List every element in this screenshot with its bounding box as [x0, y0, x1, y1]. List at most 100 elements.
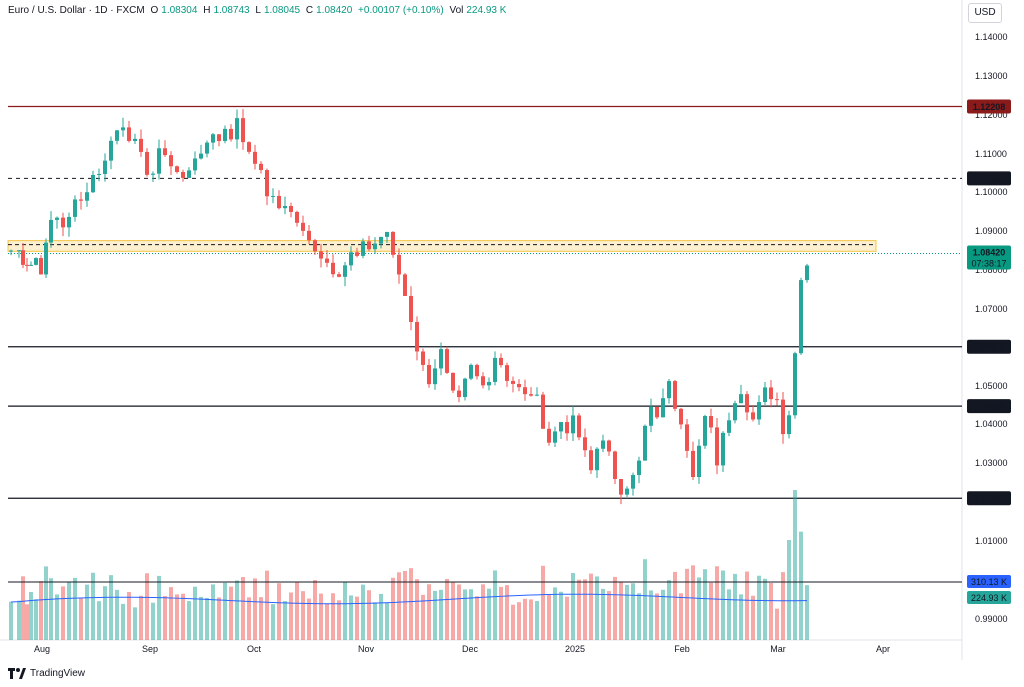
candle-body	[529, 394, 533, 396]
volume-bar	[103, 586, 107, 640]
level-lines[interactable]	[8, 105, 962, 499]
symbol-title[interactable]: Euro / U.S. Dollar · 1D · FXCM	[8, 5, 145, 16]
candle-body	[265, 170, 269, 197]
volume-bar	[721, 570, 725, 640]
candle-body	[601, 440, 605, 449]
volume-bar	[649, 590, 653, 640]
volume-bar	[637, 593, 641, 640]
high-value: 1.08743	[213, 5, 250, 16]
time-tick-label: Mar	[770, 644, 786, 654]
tradingview-brand[interactable]: TradingView	[8, 668, 85, 679]
brand-name: TradingView	[30, 668, 86, 679]
currency-button[interactable]: USD	[968, 3, 1002, 23]
candle-body	[181, 172, 185, 178]
candle-body	[91, 174, 95, 193]
candle-body	[415, 321, 419, 352]
price-axis[interactable]: 1.14000 1.13000 1.12000 1.11000 1.10000 1.090…	[975, 32, 1008, 624]
candle-body	[769, 387, 773, 400]
candle-body	[325, 258, 329, 263]
candle-body	[337, 274, 341, 277]
volume-bar	[295, 582, 299, 640]
volume-bar	[583, 579, 587, 640]
time-tick-label: Dec	[462, 644, 479, 654]
candle-body	[787, 415, 791, 435]
candle-body	[133, 138, 137, 141]
candle-body	[739, 394, 743, 404]
price-tick-label: 1.07000	[975, 304, 1008, 314]
candle-body	[493, 357, 497, 382]
volume-bar	[319, 593, 323, 640]
candle-body	[367, 241, 371, 250]
volume-bar	[685, 568, 689, 640]
candle-body	[223, 128, 227, 142]
volume-bar	[313, 580, 317, 640]
highlight-zone[interactable]	[7, 240, 877, 252]
volume-bar	[433, 590, 437, 640]
volume-bar	[301, 591, 305, 640]
volume-bar	[223, 582, 227, 640]
volume-bar	[79, 597, 83, 640]
candle-body	[9, 250, 13, 252]
level-badge-text: 1.04486	[973, 402, 1006, 412]
level-badge	[967, 99, 1011, 114]
candle-body	[589, 450, 593, 471]
close-label: C	[305, 5, 314, 16]
volume-bar	[367, 590, 371, 640]
candle-body	[637, 460, 641, 475]
volume-bar	[571, 572, 575, 640]
candle-body	[625, 488, 629, 495]
support-zone-rect	[7, 240, 877, 252]
candle-body	[21, 250, 25, 265]
price-tick-label: 1.04000	[975, 419, 1008, 429]
level-badge	[967, 339, 1011, 354]
time-axis[interactable]: Aug Sep Oct Nov Dec 2025 Feb Mar Apr	[34, 644, 890, 654]
volume-bar	[34, 599, 38, 640]
candle-body	[439, 349, 443, 369]
candle-body	[691, 450, 695, 478]
candle-body	[157, 148, 161, 174]
volume-bars	[9, 490, 809, 640]
candle-body	[307, 230, 311, 241]
volume-bar	[379, 593, 383, 640]
price-tick-label: 1.10000	[975, 187, 1008, 197]
candle-body	[409, 295, 413, 322]
candle-body	[607, 440, 611, 452]
volume-bar	[151, 602, 155, 640]
time-tick-label: Sep	[142, 644, 158, 654]
price-tick-label: 1.11000	[975, 149, 1007, 159]
candle-body	[649, 406, 653, 426]
volume-bar	[547, 595, 551, 640]
candle-body	[643, 425, 647, 461]
volume-bar	[691, 565, 695, 640]
volume-bar	[205, 598, 209, 640]
time-tick-label: Nov	[358, 644, 375, 654]
volume-bar	[505, 585, 509, 640]
candle-body	[775, 399, 779, 401]
candle-body	[703, 415, 707, 446]
volume-bar	[39, 581, 43, 640]
volume-bar	[139, 595, 143, 640]
volume-bar	[781, 572, 785, 640]
volume-bar	[793, 490, 797, 640]
volume-bar	[679, 593, 683, 640]
candle-body	[17, 250, 21, 252]
candle-body	[667, 381, 671, 399]
volume-bar	[805, 585, 809, 640]
candle-body	[715, 427, 719, 466]
time-tick-label: Feb	[674, 644, 690, 654]
volume-bar	[727, 589, 731, 640]
price-tick-label: 1.01000	[975, 536, 1008, 546]
countdown-text: 07:38:17	[971, 259, 1006, 269]
candle-body	[499, 357, 503, 366]
level-badge-text: 1.12208	[973, 102, 1006, 112]
volume-bar	[523, 598, 527, 640]
candle-body	[379, 236, 383, 244]
volume-bar	[439, 589, 443, 640]
volume-bar	[9, 601, 13, 640]
volume-bar	[703, 569, 707, 640]
volume-bar	[25, 604, 29, 640]
candle-body	[211, 134, 215, 143]
candle-body	[727, 420, 731, 433]
volume-bar	[487, 588, 491, 640]
